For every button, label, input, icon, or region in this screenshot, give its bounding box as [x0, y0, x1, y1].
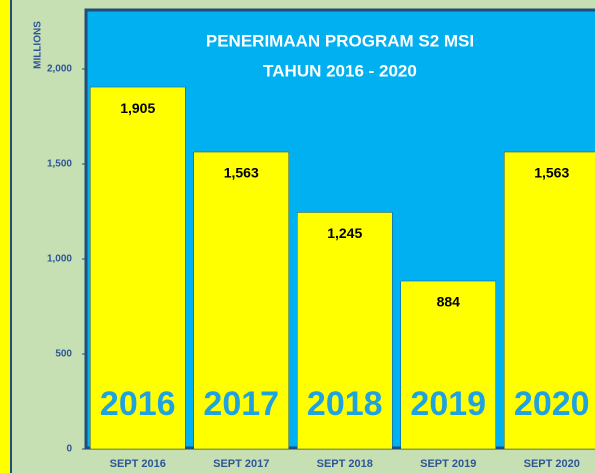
value-label: 1,245 [327, 225, 362, 241]
bar-year-label: 2017 [203, 385, 279, 423]
y-tick-label: 0 [66, 444, 72, 455]
y-tick-label: 500 [55, 349, 72, 360]
bar-year-label: 2016 [100, 385, 176, 423]
x-tick-label: SEPT 2019 [420, 458, 476, 470]
value-label: 1,905 [120, 100, 155, 116]
y-tick-label: 1,500 [47, 159, 72, 170]
value-label: 1,563 [224, 165, 259, 181]
bar [90, 86, 186, 450]
x-tick-label: SEPT 2020 [524, 458, 580, 470]
bar [193, 151, 289, 450]
chart-subtitle: TAHUN 2016 - 2020 [263, 61, 417, 80]
value-label: 884 [437, 294, 461, 310]
y-axis-label: MILLIONS [33, 21, 44, 69]
bar [297, 212, 393, 450]
bar-year-label: 2020 [514, 385, 590, 423]
bar [400, 280, 496, 450]
bar-year-label: 2018 [307, 385, 383, 423]
chart-title: PENERIMAAN PROGRAM S2 MSI [206, 31, 474, 50]
x-tick-label: SEPT 2018 [317, 458, 373, 470]
side-strip [0, 0, 10, 473]
x-tick-label: SEPT 2017 [213, 458, 269, 470]
bar-year-label: 2019 [410, 385, 486, 423]
x-tick-label: SEPT 2016 [110, 458, 166, 470]
y-tick-label: 2,000 [47, 64, 72, 75]
value-label: 1,563 [534, 165, 569, 181]
bar [504, 151, 595, 450]
y-tick-label: 1,000 [47, 254, 72, 265]
